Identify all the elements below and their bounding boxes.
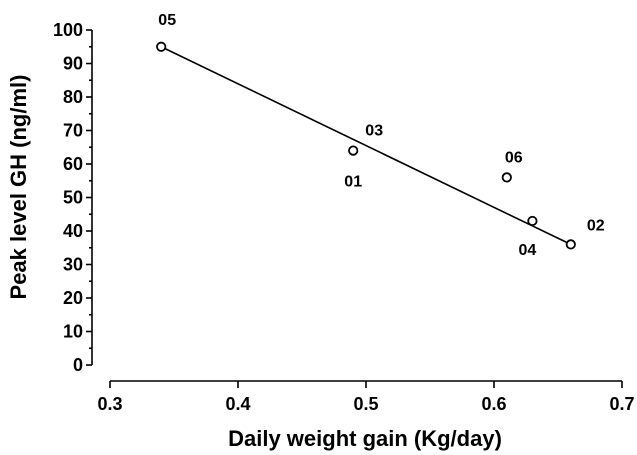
y-tick-label: 0 bbox=[73, 355, 83, 375]
data-point bbox=[565, 239, 576, 250]
data-point bbox=[348, 145, 359, 156]
x-tick-label: 0.7 bbox=[609, 394, 634, 414]
data-point bbox=[527, 215, 538, 227]
y-tick-label: 20 bbox=[63, 288, 83, 308]
y-tick-label: 100 bbox=[53, 20, 83, 40]
y-tick-label: 40 bbox=[63, 221, 83, 241]
fit-line-group bbox=[160, 46, 572, 246]
point-label: 03 bbox=[365, 123, 383, 140]
x-tick-label: 0.6 bbox=[481, 394, 506, 414]
x-tick-label: 0.5 bbox=[353, 394, 378, 414]
point-label: 06 bbox=[505, 149, 523, 166]
point-label: 02 bbox=[587, 217, 605, 234]
y-axis: 0 10 20 30 40 50 60 70 80 90 100 bbox=[53, 20, 93, 375]
y-tick-label: 50 bbox=[63, 188, 83, 208]
y-tick-label: 90 bbox=[63, 54, 83, 74]
y-axis-title: Peak level GH (ng/ml) bbox=[6, 75, 31, 300]
y-tick-label: 10 bbox=[63, 322, 83, 342]
y-tick-label: 70 bbox=[63, 121, 83, 141]
point-labels: 05 01 03 06 04 02 bbox=[158, 12, 604, 259]
regression-line bbox=[160, 46, 572, 246]
data-point bbox=[501, 172, 512, 183]
y-tick-label: 80 bbox=[63, 87, 83, 107]
point-label: 01 bbox=[344, 174, 362, 191]
x-axis-title: Daily weight gain (Kg/day) bbox=[228, 426, 502, 451]
x-tick-label: 0.3 bbox=[97, 394, 122, 414]
point-label: 05 bbox=[158, 12, 176, 29]
x-axis: 0.3 0.4 0.5 0.6 0.7 bbox=[97, 380, 635, 414]
data-point bbox=[156, 41, 167, 52]
point-label: 04 bbox=[519, 242, 537, 259]
x-tick-label: 0.4 bbox=[225, 394, 250, 414]
data-points bbox=[156, 41, 576, 250]
y-tick-label: 30 bbox=[63, 255, 83, 275]
y-tick-label: 60 bbox=[63, 154, 83, 174]
